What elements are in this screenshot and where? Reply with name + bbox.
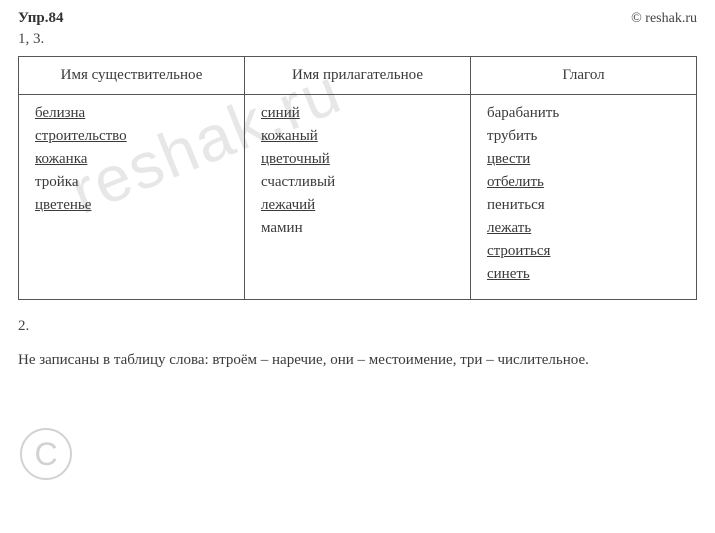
cell-nouns: белизна строительство кожанка тройка цветень… (19, 95, 245, 300)
col-header-noun: Имя существительное (19, 57, 245, 95)
word-item: кожаный (261, 128, 454, 145)
word-item: лежать (487, 220, 680, 237)
word-item: тройка (35, 174, 228, 191)
word-item: цветенье (35, 197, 228, 214)
word-item: отбелить (487, 174, 680, 191)
word-item: трубить (487, 128, 680, 145)
watermark-copyright-icon: C (20, 428, 72, 480)
section-2-label: 2. (18, 318, 697, 335)
site-brand: © reshak.ru (631, 11, 697, 27)
exercise-title: Упр.84 (18, 10, 64, 27)
parts-of-speech-table: Имя существительное Имя прилагательное Г… (18, 56, 697, 300)
word-item: лежачий (261, 197, 454, 214)
word-item: пениться (487, 197, 680, 214)
section-1-3-label: 1, 3. (18, 31, 697, 48)
word-item: синий (261, 105, 454, 122)
header: Упр.84 © reshak.ru (18, 10, 697, 27)
table-header-row: Имя существительное Имя прилагательное Г… (19, 57, 697, 95)
cell-adjectives: синий кожаный цветочный счастливый лежачий ма… (245, 95, 471, 300)
word-item: барабанить (487, 105, 680, 122)
word-item: строиться (487, 243, 680, 260)
section-2-note: Не записаны в таблицу слова: втроём – на… (18, 349, 697, 372)
word-item: счастливый (261, 174, 454, 191)
col-header-adjective: Имя прилагательное (245, 57, 471, 95)
word-item: синеть (487, 266, 680, 283)
word-item: белизна (35, 105, 228, 122)
table-body-row: белизна строительство кожанка тройка цветень… (19, 95, 697, 300)
word-item: мамин (261, 220, 454, 237)
col-header-verb: Глагол (471, 57, 697, 95)
word-item: цвести (487, 151, 680, 168)
word-item: строительство (35, 128, 228, 145)
cell-verbs: барабанить трубить цвести отбелить пениться л… (471, 95, 697, 300)
word-item: кожанка (35, 151, 228, 168)
word-item: цветочный (261, 151, 454, 168)
